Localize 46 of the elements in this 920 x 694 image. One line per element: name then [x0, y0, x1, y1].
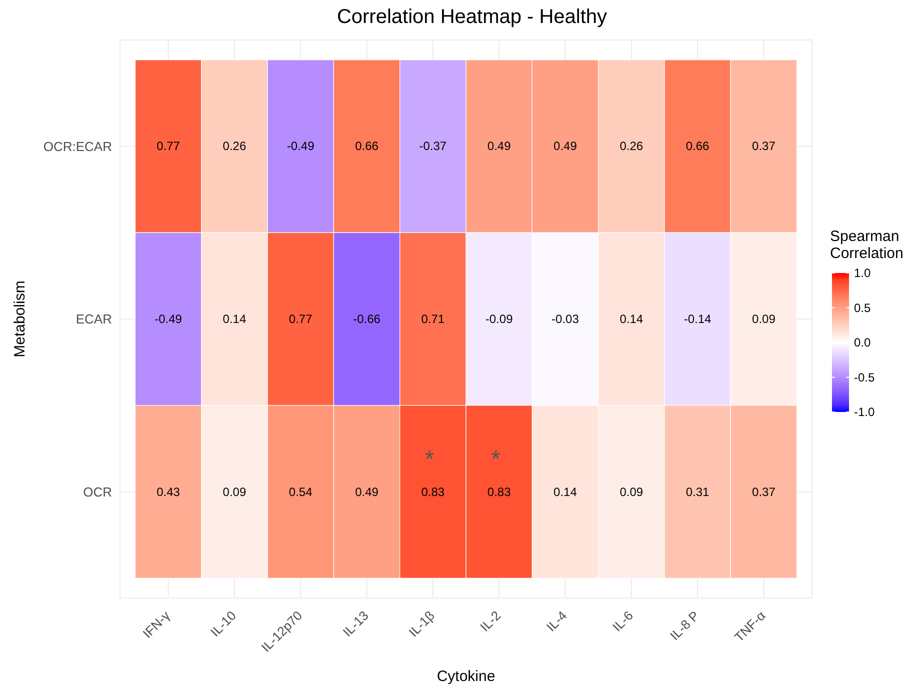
x-tick-label: IL-2: [477, 608, 504, 634]
data-label: 0.49: [487, 139, 512, 154]
color-bar-label: 0.0: [854, 336, 872, 350]
data-label: 0.31: [686, 484, 710, 499]
x-axis-title: Cytokine: [436, 668, 496, 685]
data-label: -0.37: [419, 139, 447, 154]
data-label: 0.77: [288, 312, 313, 326]
data-label: 0.26: [620, 139, 644, 154]
x-tick-label: IL-8 P: [666, 608, 702, 644]
data-label: 0.37: [752, 484, 776, 499]
data-label: 0.43: [156, 484, 180, 499]
data-label: 0.49: [355, 484, 379, 499]
data-label: -0.49: [154, 312, 182, 326]
data-label: 0.14: [554, 484, 578, 499]
data-label: 0.66: [686, 139, 710, 154]
color-bar-label: 0.5: [854, 300, 872, 315]
data-label: 0.66: [355, 139, 379, 154]
data-label: * 0.83: [487, 446, 512, 499]
data-label: -0.14: [684, 312, 712, 326]
data-label: 0.09: [620, 484, 644, 499]
y-axis-title: Metabolism: [12, 280, 28, 358]
data-label: 0.09: [752, 312, 776, 326]
data-label: 0.54: [288, 484, 313, 499]
legend-title: Spearman Correlation: [830, 228, 904, 262]
color-bar-label: -0.5: [854, 370, 876, 384]
data-label: 0.26: [222, 139, 246, 154]
x-tick-label: IL-6: [609, 608, 636, 634]
color-bar-label: -1.0: [854, 405, 876, 419]
data-label: -0.03: [552, 312, 580, 326]
data-label: -0.09: [485, 312, 514, 326]
color-bar-label: 1.0: [854, 266, 872, 280]
x-tick-label: IL-4: [543, 608, 570, 634]
chart-title: Correlation Heatmap - Healthy: [336, 6, 608, 29]
data-label: 0.49: [554, 139, 578, 154]
data-label: 0.37: [752, 139, 776, 154]
data-label: 0.71: [421, 312, 445, 326]
data-label: -0.66: [353, 312, 381, 326]
data-label: * 0.83: [421, 446, 445, 499]
data-label: 0.77: [156, 139, 180, 154]
data-label: -0.49: [286, 139, 315, 154]
y-tick-label: OCR: [83, 484, 112, 500]
y-tick-label: ECAR: [76, 312, 112, 327]
data-label: 0.09: [222, 484, 246, 499]
y-tick-label: OCR:ECAR: [43, 138, 112, 154]
data-label: 0.14: [620, 312, 644, 326]
data-label: 0.14: [222, 312, 246, 326]
